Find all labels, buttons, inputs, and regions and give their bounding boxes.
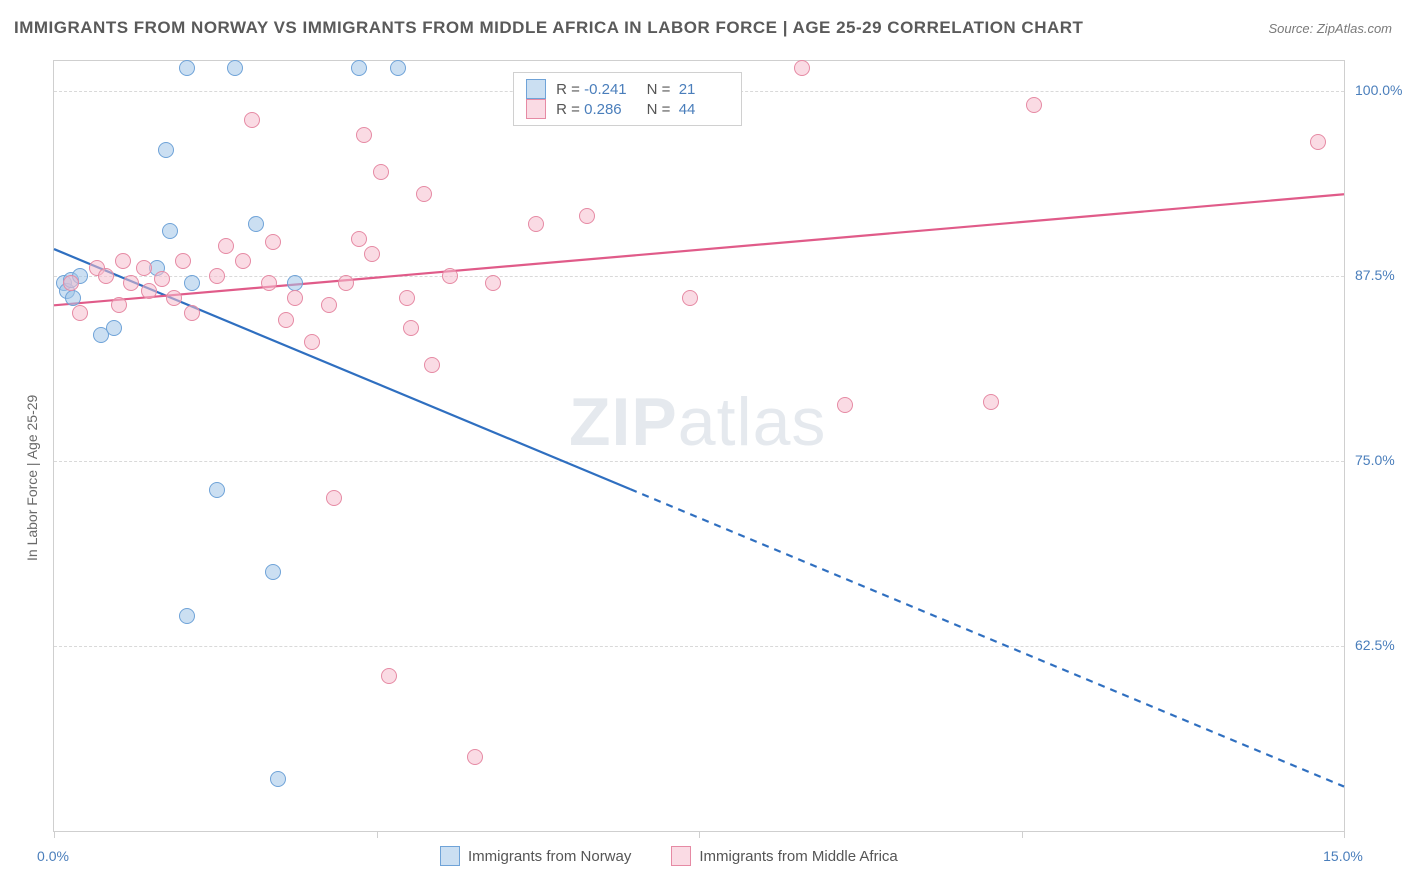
data-point-africa: [399, 290, 415, 306]
legend-stats-africa: R = 0.286 N = 44: [552, 101, 729, 118]
data-point-norway: [270, 771, 286, 787]
series-legend-item-norway: Immigrants from Norway: [440, 846, 631, 866]
data-point-africa: [794, 60, 810, 76]
legend-swatch-norway: [526, 79, 546, 99]
x-tick: [377, 831, 378, 838]
data-point-africa: [209, 268, 225, 284]
data-point-africa: [682, 290, 698, 306]
data-point-africa: [351, 231, 367, 247]
data-point-africa: [373, 164, 389, 180]
data-point-africa: [166, 290, 182, 306]
data-point-norway: [162, 223, 178, 239]
data-point-africa: [983, 394, 999, 410]
data-point-africa: [111, 297, 127, 313]
data-point-africa: [364, 246, 380, 262]
trend-line-norway-dashed: [630, 489, 1344, 786]
data-point-africa: [63, 275, 79, 291]
data-point-norway: [158, 142, 174, 158]
data-point-africa: [265, 234, 281, 250]
correlation-legend: R = -0.241 N = 21 R = 0.286 N = 44: [513, 72, 742, 126]
data-point-norway: [265, 564, 281, 580]
data-point-africa: [235, 253, 251, 269]
data-point-africa: [321, 297, 337, 313]
x-tick: [699, 831, 700, 838]
data-point-africa: [287, 290, 303, 306]
chart-title: IMMIGRANTS FROM NORWAY VS IMMIGRANTS FRO…: [14, 18, 1083, 38]
data-point-africa: [175, 253, 191, 269]
data-point-norway: [106, 320, 122, 336]
data-point-africa: [184, 305, 200, 321]
data-point-norway: [209, 482, 225, 498]
legend-stats-norway: R = -0.241 N = 21: [552, 81, 729, 98]
data-point-africa: [424, 357, 440, 373]
data-point-africa: [304, 334, 320, 350]
legend-swatch-africa: [526, 99, 546, 119]
data-point-africa: [136, 260, 152, 276]
y-tick-label: 87.5%: [1355, 267, 1395, 283]
source-attribution: Source: ZipAtlas.com: [1268, 21, 1392, 36]
data-point-norway: [227, 60, 243, 76]
x-tick: [1344, 831, 1345, 838]
series-swatch-norway: [440, 846, 460, 866]
series-legend-item-africa: Immigrants from Middle Africa: [671, 846, 897, 866]
legend-row-norway: R = -0.241 N = 21: [526, 79, 729, 99]
data-point-africa: [141, 283, 157, 299]
y-axis-label: In Labor Force | Age 25-29: [24, 394, 40, 560]
x-tick: [1022, 831, 1023, 838]
trend-lines: [54, 61, 1344, 831]
header-bar: IMMIGRANTS FROM NORWAY VS IMMIGRANTS FRO…: [14, 18, 1392, 38]
series-name-africa: Immigrants from Middle Africa: [699, 848, 897, 865]
data-point-africa: [72, 305, 88, 321]
data-point-africa: [837, 397, 853, 413]
data-point-africa: [467, 749, 483, 765]
data-point-africa: [218, 238, 234, 254]
data-point-norway: [287, 275, 303, 291]
data-point-africa: [528, 216, 544, 232]
y-tick-label: 75.0%: [1355, 452, 1395, 468]
y-tick-label: 62.5%: [1355, 637, 1395, 653]
legend-row-africa: R = 0.286 N = 44: [526, 99, 729, 119]
data-point-africa: [278, 312, 294, 328]
data-point-norway: [351, 60, 367, 76]
data-point-africa: [98, 268, 114, 284]
data-point-africa: [356, 127, 372, 143]
data-point-africa: [381, 668, 397, 684]
data-point-africa: [1310, 134, 1326, 150]
data-point-norway: [248, 216, 264, 232]
data-point-norway: [184, 275, 200, 291]
plot-area: [53, 60, 1345, 832]
trend-line-africa: [54, 194, 1344, 305]
data-point-norway: [179, 608, 195, 624]
y-tick-label: 100.0%: [1355, 82, 1402, 98]
correlation-chart: 62.5% 75.0% 87.5% 100.0% 0.0% 15.0% In Labor F…: [0, 50, 1406, 892]
x-tick: [54, 831, 55, 838]
series-name-norway: Immigrants from Norway: [468, 848, 631, 865]
data-point-africa: [416, 186, 432, 202]
series-legend: Immigrants from Norway Immigrants from Mi…: [440, 846, 898, 866]
data-point-norway: [65, 290, 81, 306]
data-point-norway: [179, 60, 195, 76]
x-tick-label: 0.0%: [37, 848, 69, 864]
data-point-africa: [115, 253, 131, 269]
series-swatch-africa: [671, 846, 691, 866]
data-point-africa: [338, 275, 354, 291]
data-point-africa: [123, 275, 139, 291]
data-point-africa: [261, 275, 277, 291]
data-point-norway: [390, 60, 406, 76]
data-point-africa: [326, 490, 342, 506]
data-point-africa: [579, 208, 595, 224]
data-point-africa: [485, 275, 501, 291]
data-point-africa: [442, 268, 458, 284]
x-tick-label: 15.0%: [1323, 848, 1363, 864]
data-point-africa: [403, 320, 419, 336]
data-point-africa: [154, 271, 170, 287]
data-point-africa: [1026, 97, 1042, 113]
data-point-africa: [244, 112, 260, 128]
